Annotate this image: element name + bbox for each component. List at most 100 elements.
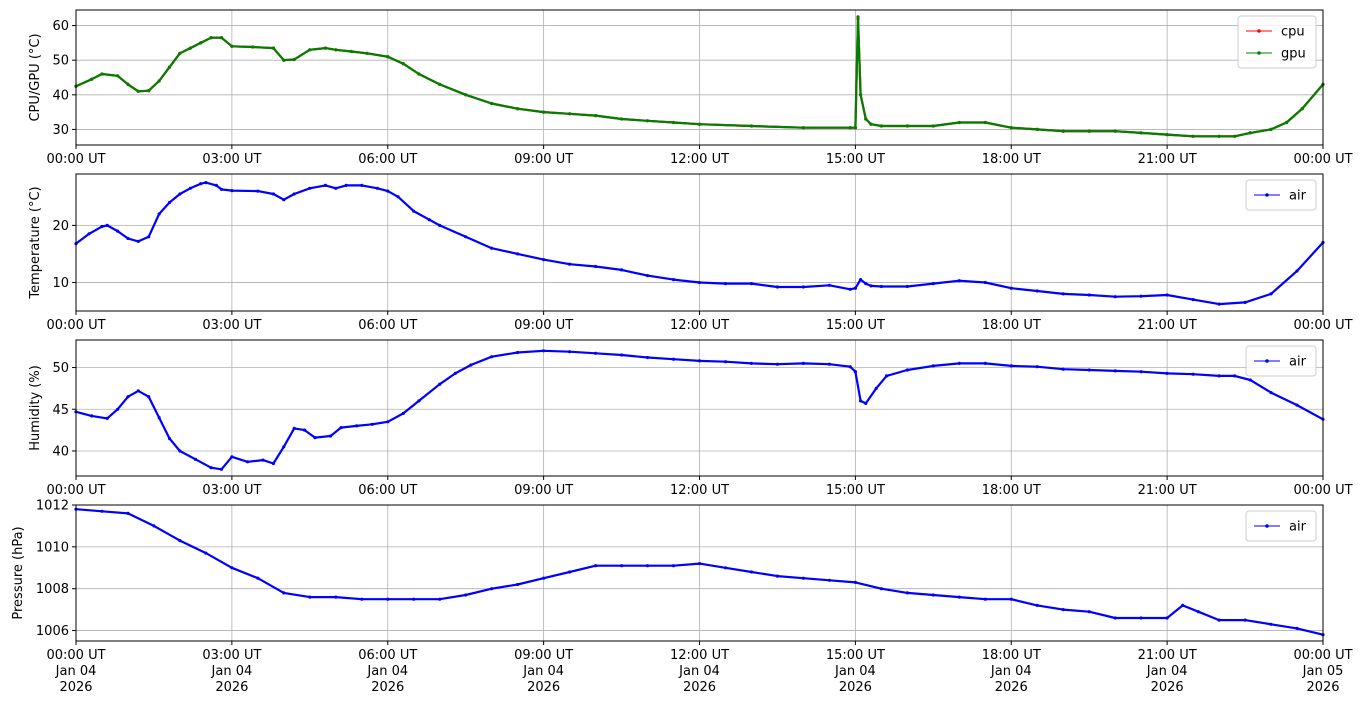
data-point-air: [245, 460, 250, 464]
data-point-air: [188, 186, 192, 190]
data-point-air: [157, 416, 161, 420]
data-point-air: [697, 359, 702, 363]
y-tick-label: 20: [52, 219, 69, 234]
series-line-gpu: [75, 15, 1324, 138]
data-point-air: [542, 349, 546, 353]
data-point-air: [438, 597, 442, 601]
data-point-air: [230, 566, 234, 570]
data-point-gpu: [126, 82, 130, 86]
data-point-air: [801, 361, 806, 365]
data-point-air: [671, 564, 676, 568]
data-point-air: [147, 235, 151, 239]
legend-marker-air: [1265, 359, 1269, 363]
x-tick-label: 09:00 UT: [514, 152, 573, 167]
data-point-gpu: [671, 120, 676, 125]
data-point-air: [723, 282, 728, 286]
data-point-air: [1295, 626, 1299, 631]
data-point-air: [334, 186, 338, 190]
data-point-air: [1035, 289, 1039, 293]
data-point-air: [256, 576, 260, 580]
data-point-air: [874, 386, 878, 390]
x-tick-date: Jan 04: [678, 664, 720, 679]
y-tick-label: 1012: [36, 499, 69, 514]
series-line-air: [75, 508, 1324, 636]
data-point-air: [1269, 292, 1273, 296]
data-point-air: [401, 411, 405, 415]
data-point-air: [105, 416, 109, 420]
data-point-air: [1009, 597, 1013, 601]
data-point-air: [490, 246, 494, 250]
data-point-air: [136, 389, 140, 393]
x-tick-label: 21:00 UT: [1138, 318, 1197, 333]
data-point-air: [1233, 374, 1237, 378]
y-tick-label: 1008: [36, 582, 69, 597]
y-axis-label: Humidity (%): [28, 365, 43, 451]
data-point-air: [344, 183, 348, 187]
x-tick-label: 06:00 UT: [358, 648, 417, 663]
legend-label-air: air: [1289, 189, 1307, 204]
data-point-air: [859, 278, 863, 282]
legend-box: [1245, 345, 1317, 377]
data-point-gpu: [1139, 131, 1143, 135]
x-tick-date: Jan 04: [522, 664, 564, 679]
x-tick-year: 2026: [59, 680, 92, 695]
x-tick-date: Jan 04: [55, 664, 97, 679]
x-tick-label: 12:00 UT: [670, 152, 729, 167]
data-point-air: [853, 286, 858, 290]
data-point-air: [568, 262, 572, 266]
legend-marker-air: [1265, 524, 1269, 528]
data-point-gpu: [349, 49, 353, 54]
data-point-gpu: [136, 89, 140, 93]
x-tick-label: 18:00 UT: [982, 318, 1041, 333]
legend: air: [1245, 345, 1317, 377]
data-point-air: [1191, 372, 1195, 376]
data-point-gpu: [188, 46, 192, 50]
data-point-air: [671, 278, 676, 282]
data-point-air: [1196, 610, 1200, 614]
data-point-gpu: [386, 55, 390, 59]
x-tick-label: 15:00 UT: [826, 152, 885, 167]
legend-marker-cpu: [1257, 29, 1261, 33]
data-point-air: [864, 282, 868, 286]
data-point-gpu: [271, 46, 275, 50]
data-point-air: [1191, 298, 1195, 302]
data-point-air: [1165, 616, 1169, 620]
data-point-gpu: [199, 41, 203, 45]
data-point-air: [469, 363, 473, 367]
data-point-air: [178, 449, 182, 453]
x-tick-label: 12:00 UT: [670, 483, 729, 498]
data-point-air: [645, 355, 650, 360]
x-tick-date: Jan 04: [990, 664, 1032, 679]
data-point-air: [1035, 603, 1039, 608]
data-point-air: [853, 370, 858, 374]
legend-label-air: air: [1289, 520, 1307, 535]
legend-label-cpu: cpu: [1281, 25, 1305, 40]
data-point-air: [464, 235, 468, 239]
data-point-air: [853, 580, 858, 585]
data-point-air: [230, 189, 234, 193]
data-point-gpu: [438, 82, 442, 86]
data-point-air: [360, 183, 364, 187]
data-point-air: [848, 287, 852, 291]
data-point-air: [983, 597, 987, 601]
data-point-air: [749, 361, 754, 365]
data-point-air: [308, 595, 312, 599]
data-point-air: [116, 229, 120, 233]
data-point-air: [329, 434, 333, 438]
data-point-air: [542, 576, 546, 580]
data-point-air: [827, 362, 832, 366]
panel-1: 00:00 UT 03:00 UT 06:00 UT 09:00 UT 12:00 UT…: [28, 9, 1353, 167]
data-point-gpu: [230, 44, 234, 48]
x-tick-label: 18:00 UT: [982, 483, 1041, 498]
data-point-gpu: [464, 93, 468, 97]
data-point-air: [983, 280, 987, 285]
data-point-air: [1165, 293, 1169, 297]
x-tick-label: 21:00 UT: [1138, 483, 1197, 498]
data-point-gpu: [401, 62, 405, 66]
y-tick-label: 40: [52, 444, 69, 459]
data-point-air: [879, 284, 884, 289]
y-axis-label: Temperature (°C): [28, 186, 43, 299]
data-point-air: [105, 223, 109, 227]
y-tick-label: 45: [52, 403, 69, 418]
